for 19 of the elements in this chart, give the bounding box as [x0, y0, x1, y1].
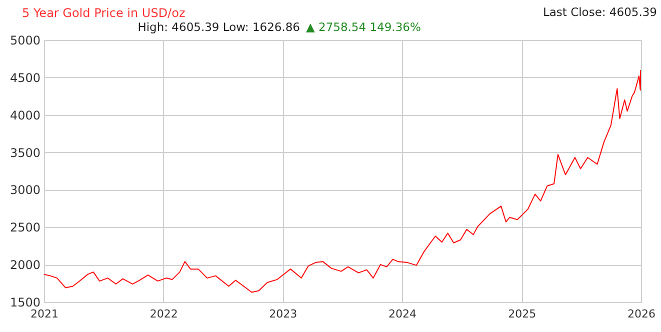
x-tick-label: 2025 [508, 308, 536, 320]
chart-title: 5 Year Gold Price in USD/oz [22, 6, 186, 20]
x-tick-label: 2022 [150, 308, 178, 320]
y-tick-label: 3500 [10, 146, 40, 160]
x-tick-label: 2026 [628, 308, 656, 320]
x-tick-label: 2023 [269, 308, 298, 320]
text: ▲ 2758.54 149.36% [306, 20, 421, 34]
chart-subtitle: High: 4605.39 Low: 1626.86 [138, 20, 300, 34]
y-tick-label: 2000 [10, 258, 40, 272]
x-tick-label: 2021 [30, 308, 58, 320]
x-tick-label: 2024 [388, 308, 417, 320]
text: Last Close: 4605.39 [542, 5, 657, 19]
y-tick-label: 5000 [10, 34, 40, 48]
y-tick-label: 4000 [10, 108, 40, 122]
y-tick-label: 2500 [10, 220, 40, 235]
line-series [44, 69, 641, 293]
y-tick-label: 4500 [10, 70, 40, 85]
y-tick-label: 1500 [10, 296, 40, 310]
y-tick-label: 3000 [10, 183, 40, 198]
